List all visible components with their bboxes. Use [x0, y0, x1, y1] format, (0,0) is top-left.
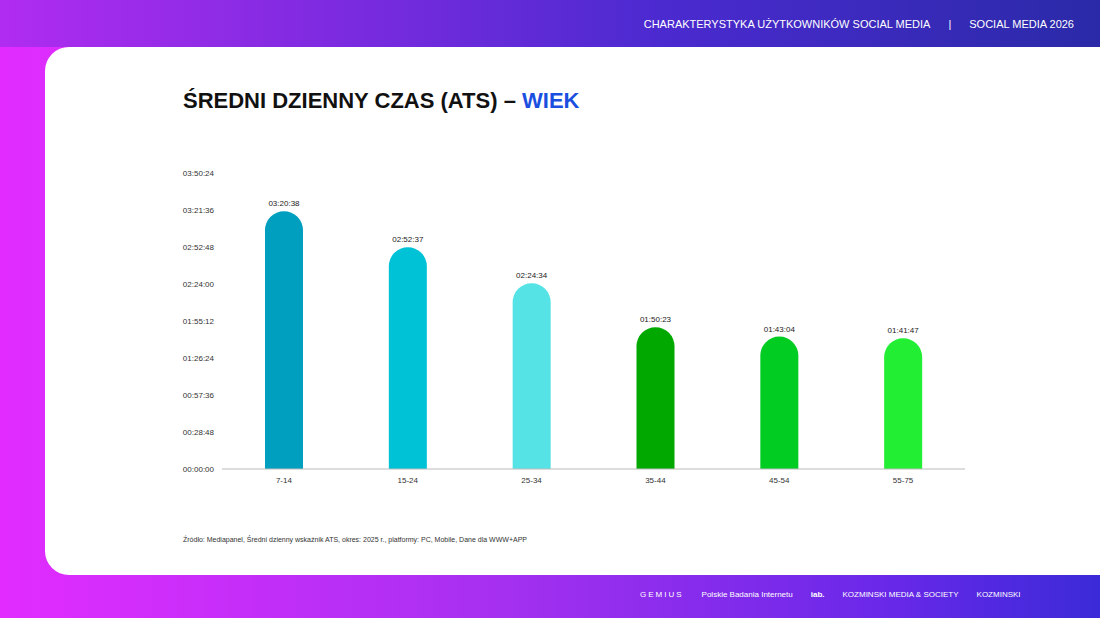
svg-text:03:20:38: 03:20:38 — [268, 199, 300, 208]
html-text:CHARAKTERYSTYKA UŻYTKOWNIKÓW S: CHARAKTERYSTYKA UŻYTKOWNIKÓW SOCIAL MEDI… — [643, 18, 931, 30]
html-text:ŚREDNI DZIENNY CZAS (ATS) – WI: ŚREDNI DZIENNY CZAS (ATS) – WIEK — [183, 88, 580, 113]
svg-text:03:50:24: 03:50:24 — [183, 169, 215, 178]
html-text:GEMIUS: GEMIUS — [640, 590, 684, 599]
svg-text:7-14: 7-14 — [276, 476, 293, 485]
html-text:KOZMINSKI: KOZMINSKI — [976, 590, 1021, 599]
svg-text:25-34: 25-34 — [521, 476, 542, 485]
svg-text:35-44: 35-44 — [645, 476, 666, 485]
svg-text:55-75: 55-75 — [893, 476, 914, 485]
svg-text:00:00:00: 00:00:00 — [183, 465, 215, 474]
svg-text:01:43:04: 01:43:04 — [764, 325, 796, 334]
svg-text:01:50:23: 01:50:23 — [640, 315, 672, 324]
html-text:SOCIAL MEDIA 2026: SOCIAL MEDIA 2026 — [969, 18, 1074, 30]
svg-text:01:26:24: 01:26:24 — [183, 354, 215, 363]
svg-text:45-54: 45-54 — [769, 476, 790, 485]
svg-text:03:21:36: 03:21:36 — [183, 206, 215, 215]
html-text:Polskie Badania Internetu: Polskie Badania Internetu — [701, 590, 793, 599]
svg-text:02:24:34: 02:24:34 — [516, 271, 548, 280]
html-text:Źródło: Mediapanel, Średni dzi: Źródło: Mediapanel, Średni dzienny wskaź… — [183, 536, 527, 543]
svg-text:00:28:48: 00:28:48 — [183, 428, 215, 437]
svg-text:01:55:12: 01:55:12 — [183, 317, 215, 326]
svg-text:02:52:48: 02:52:48 — [183, 243, 215, 252]
svg-text:02:24:00: 02:24:00 — [183, 280, 215, 289]
html-text:iab.: iab. — [810, 590, 825, 599]
svg-text:02:52:37: 02:52:37 — [392, 235, 424, 244]
html-text:KOZMINSKI MEDIA & SOCIETY: KOZMINSKI MEDIA & SOCIETY — [842, 590, 959, 599]
svg-text:00:57:36: 00:57:36 — [183, 391, 215, 400]
svg-text:15-24: 15-24 — [398, 476, 419, 485]
svg-text:01:41:47: 01:41:47 — [888, 326, 920, 335]
